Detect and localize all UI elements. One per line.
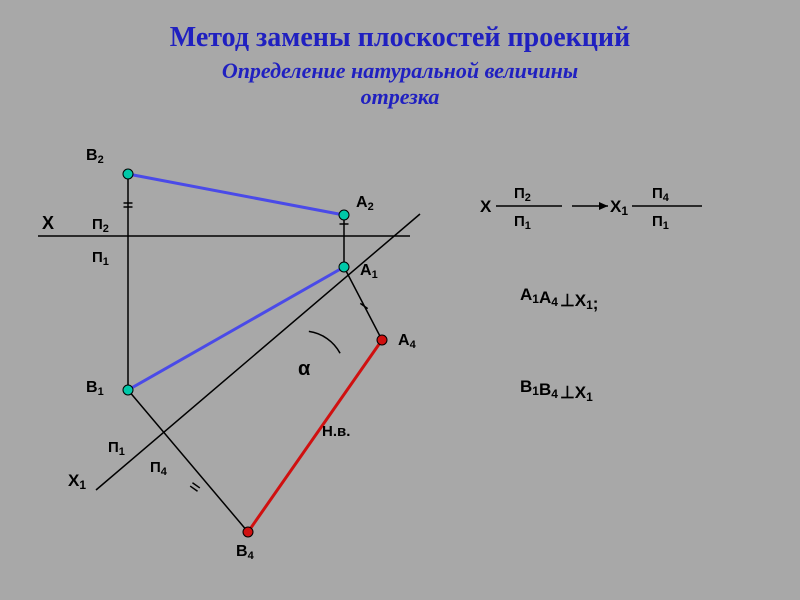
title: Метод замены плоскостей проекций — [170, 22, 630, 53]
diagram-svg: Метод замены плоскостей проекций Определе… — [0, 0, 800, 600]
notation-label: X — [480, 197, 492, 216]
alpha-label: α — [298, 358, 311, 380]
diagram-stage: Метод замены плоскостей проекций Определе… — [0, 0, 800, 600]
point-B1 — [123, 385, 133, 395]
point-A2 — [339, 210, 349, 220]
subtitle-line1: Определение натуральной величины — [222, 58, 578, 83]
point-B2 — [123, 169, 133, 179]
label: X — [42, 213, 54, 233]
subtitle-line2: отрезка — [361, 84, 440, 109]
point-B4 — [243, 527, 253, 537]
point-A1 — [339, 262, 349, 272]
point-A4 — [377, 335, 387, 345]
label: Н.в. — [322, 423, 350, 440]
